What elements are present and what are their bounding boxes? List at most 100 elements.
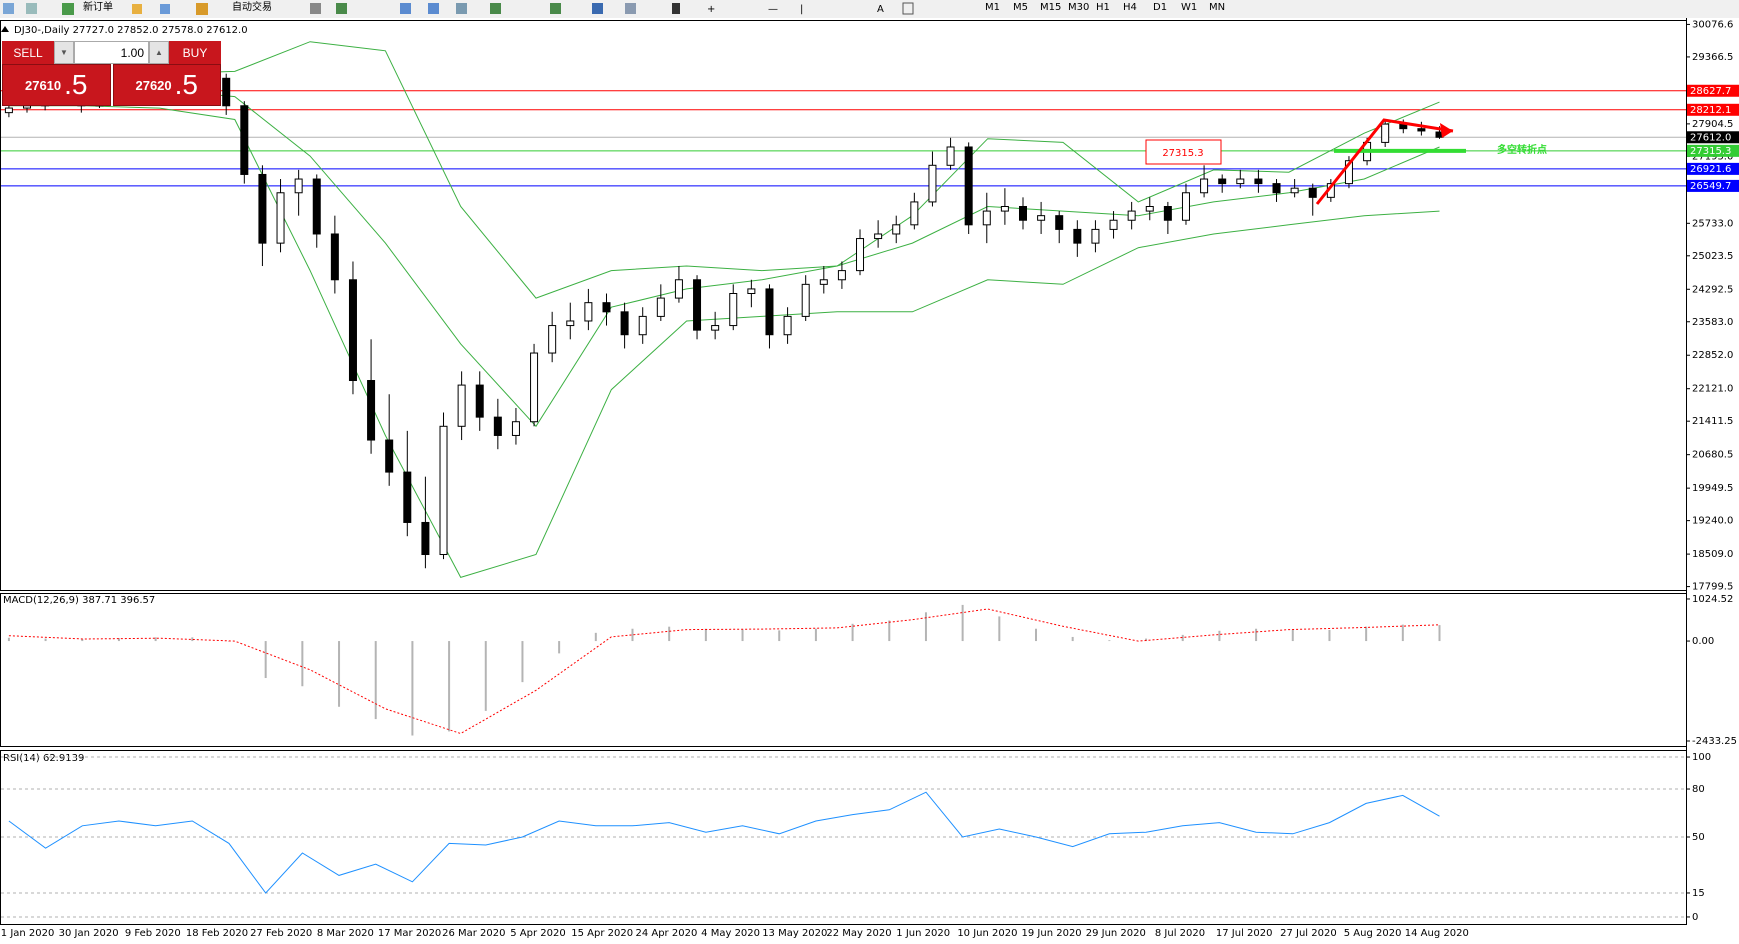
candle-body xyxy=(620,311,629,336)
candle-body xyxy=(1055,215,1064,230)
macd-bar xyxy=(961,604,964,642)
timeframe-button[interactable]: H1 xyxy=(1096,2,1110,13)
timeframe-button[interactable]: M30 xyxy=(1068,2,1089,13)
candle-body xyxy=(4,107,13,114)
candle-body xyxy=(674,279,683,299)
candle-body xyxy=(729,293,738,327)
toolbar-button[interactable]: 新订单 xyxy=(83,0,113,13)
arrow-head xyxy=(1440,123,1453,138)
y-tick-label: 22121.0 xyxy=(1692,384,1733,395)
candle-body xyxy=(493,416,502,436)
timeframe-button[interactable]: M1 xyxy=(985,2,1000,13)
candle-body xyxy=(1236,178,1245,185)
candle-body xyxy=(548,325,557,354)
y-tick-label: 25733.0 xyxy=(1692,218,1733,229)
volume-up[interactable]: ▲ xyxy=(149,41,169,64)
candle-body xyxy=(475,384,484,418)
y-tick-label: 0 xyxy=(1692,912,1698,923)
macd-bar xyxy=(814,628,817,642)
buy-button[interactable]: BUY xyxy=(169,41,221,64)
annotation-label: 多空转折点 xyxy=(1497,143,1547,156)
candle-body xyxy=(1127,210,1136,221)
candle-body xyxy=(1000,206,1009,212)
macd-bar xyxy=(191,637,194,642)
candle-body xyxy=(403,471,412,523)
candle-body xyxy=(421,521,430,556)
macd-bar xyxy=(851,623,854,642)
candle-body xyxy=(1018,206,1027,221)
candle-body xyxy=(23,105,32,109)
date-label: 5 Aug 2020 xyxy=(1344,928,1402,939)
trend-arrow xyxy=(1315,118,1454,205)
date-label: 18 Feb 2020 xyxy=(186,928,248,939)
candle-body xyxy=(801,283,810,317)
ask-quote[interactable]: 27620.5 xyxy=(112,64,221,106)
macd-bar xyxy=(1071,636,1074,642)
candle-body xyxy=(856,238,865,272)
bollinger-band xyxy=(8,41,1440,299)
bid-quote[interactable]: 27610.5 xyxy=(2,64,111,106)
timeframe-button[interactable]: D1 xyxy=(1153,2,1167,13)
date-label: 17 Jul 2020 xyxy=(1216,928,1273,939)
price-level-label: 28627.7 xyxy=(1690,86,1731,97)
volume-input[interactable]: 1.00 xyxy=(74,41,149,64)
macd-bar xyxy=(998,616,1001,642)
date-label: 24 Apr 2020 xyxy=(635,928,697,939)
price-level-box xyxy=(1687,103,1739,116)
rsi-title: RSI(14) 62.9139 xyxy=(3,753,84,764)
macd-bar xyxy=(338,641,341,707)
macd-bar xyxy=(264,641,267,679)
macd-bar xyxy=(448,641,451,732)
candle-body xyxy=(276,192,285,244)
price-level-label: 27612.0 xyxy=(1690,132,1731,143)
price-level-box xyxy=(1687,131,1739,144)
candle-body xyxy=(982,210,991,226)
price-level-box xyxy=(1687,179,1739,192)
sell-button[interactable]: SELL xyxy=(2,41,54,64)
y-tick-label: 25023.5 xyxy=(1692,251,1733,262)
candle-body xyxy=(1381,123,1390,143)
candle-body xyxy=(892,224,901,235)
macd-bar xyxy=(44,638,47,642)
y-tick-label: 17799.5 xyxy=(1692,582,1733,593)
y-tick-label: 29366.5 xyxy=(1692,52,1733,63)
timeframe-button[interactable]: M15 xyxy=(1040,2,1061,13)
volume-down[interactable]: ▼ xyxy=(54,41,74,64)
candle-body xyxy=(439,425,448,556)
y-tick-label: 22852.0 xyxy=(1692,350,1733,361)
date-label: 8 Mar 2020 xyxy=(317,928,374,939)
annotation-box xyxy=(1145,139,1222,165)
macd-bar xyxy=(1291,629,1294,642)
date-label: 13 May 2020 xyxy=(762,928,827,939)
macd-bar xyxy=(594,632,597,642)
candle-body xyxy=(602,302,611,313)
macd-bar xyxy=(301,641,304,687)
toolbar-icons: + — | A xyxy=(3,2,914,15)
candle-body xyxy=(566,320,575,327)
date-label: 8 Jul 2020 xyxy=(1155,928,1205,939)
y-tick-label: 24292.5 xyxy=(1692,284,1733,295)
date-label: 29 Jun 2020 xyxy=(1086,928,1146,939)
macd-bar xyxy=(374,641,377,720)
candle-body xyxy=(240,105,249,175)
candle-body xyxy=(584,302,593,322)
date-label: 30 Jan 2020 xyxy=(59,928,119,939)
timeframe-button[interactable]: MN xyxy=(1209,2,1225,13)
date-label: 1 Jun 2020 xyxy=(896,928,950,939)
macd-bar xyxy=(117,638,120,642)
y-tick-label: 50 xyxy=(1692,832,1705,843)
candle-body xyxy=(1091,228,1100,244)
rsi-line xyxy=(8,791,1440,894)
macd-bar xyxy=(558,641,561,654)
y-tick-label: 20680.5 xyxy=(1692,450,1733,461)
timeframe-button[interactable]: H4 xyxy=(1123,2,1137,13)
toolbar-button[interactable]: 自动交易 xyxy=(232,0,272,13)
timeframe-button[interactable]: W1 xyxy=(1181,2,1197,13)
macd-signal xyxy=(8,608,1440,735)
price-level-label: 27315.3 xyxy=(1690,146,1731,157)
macd-bar xyxy=(741,629,744,642)
timeframe-button[interactable]: M5 xyxy=(1013,2,1028,13)
candle-body xyxy=(457,384,466,427)
candle-body xyxy=(1254,178,1263,185)
macd-bar xyxy=(1365,626,1368,642)
